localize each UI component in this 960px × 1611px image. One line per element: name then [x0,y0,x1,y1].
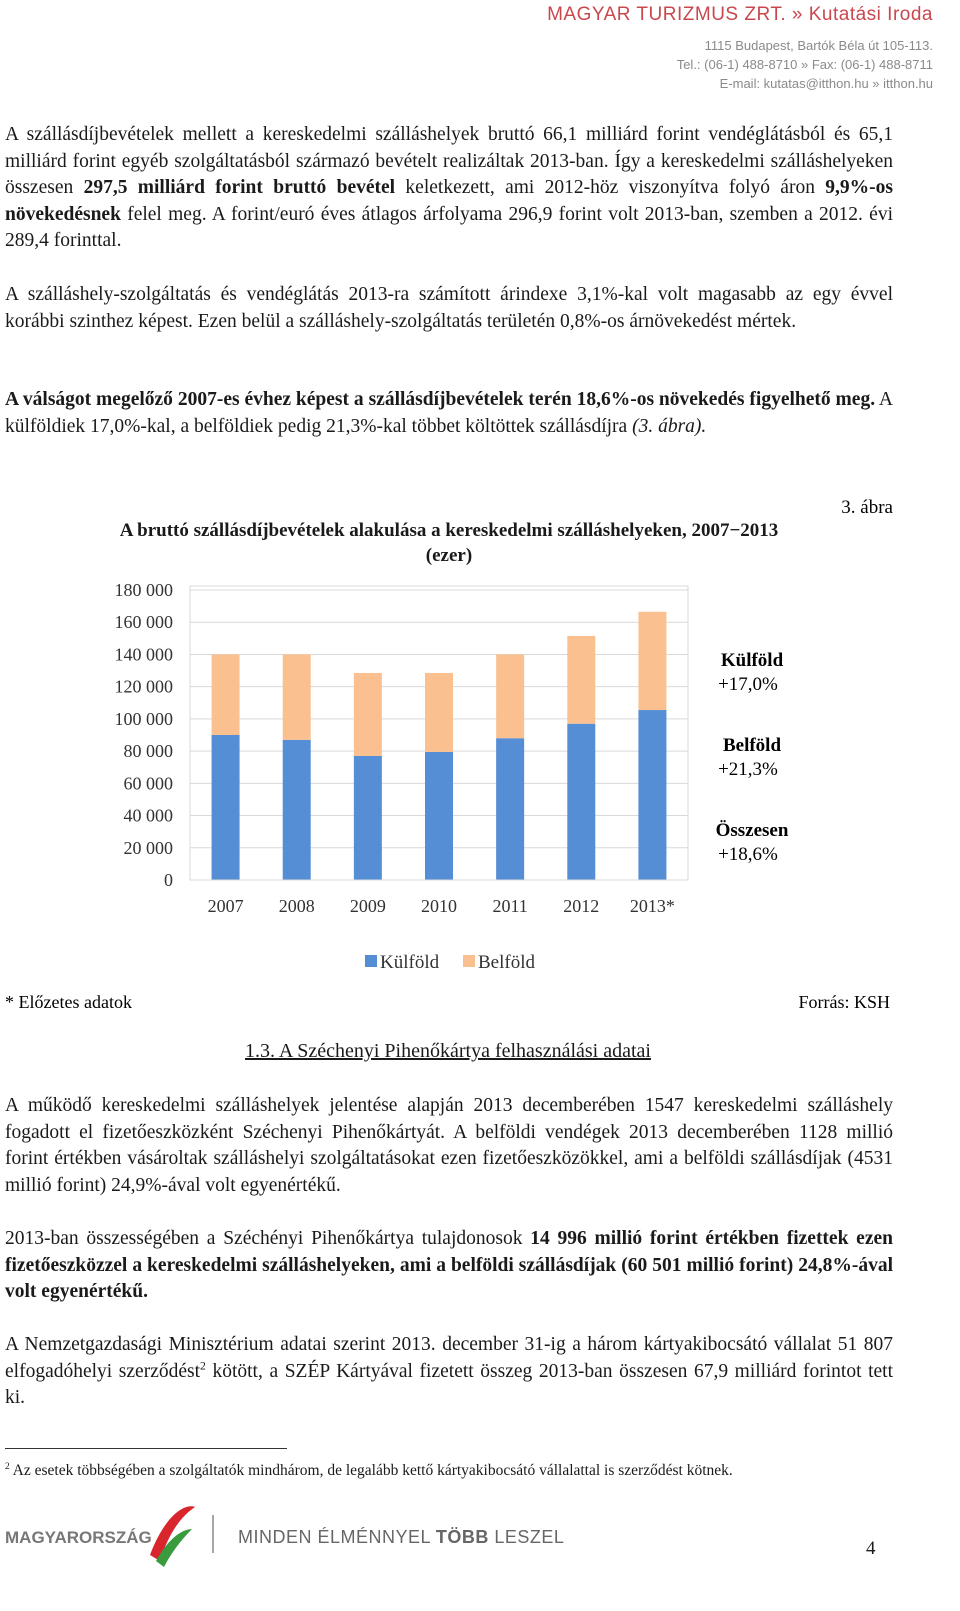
figure-label: 3. ábra [841,497,893,518]
text-run: 14 996 millió forint értékben fizettek e… [5,1228,893,1302]
section-heading: 1.3. A Széchenyi Pihenőkártya felhasznál… [245,1040,651,1062]
x-tick-label: 2009 [350,896,386,916]
text-run: felel meg. A forint/euró éves átlagos ár… [5,203,893,252]
annotation-label: Összesen [716,820,789,841]
text-run: A szálláshely-szolgáltatás és vendéglátá… [5,284,893,332]
legend-swatch [463,955,475,967]
y-tick-label: 0 [164,870,173,890]
chart-note: * Előzetes adatok [5,992,132,1012]
paragraph: A működő kereskedelmi szálláshelyek jele… [5,1093,893,1199]
x-tick-label: 2007 [208,896,244,916]
y-tick-label: 100 000 [115,709,174,729]
text-run: kötött, a SZÉP Kártyával fizetett összeg… [5,1360,893,1409]
annotation-label: Belföld [723,735,781,756]
chart-title: A bruttó szállásdíjbevételek alakulása a… [119,520,779,566]
bar-segment [282,739,311,880]
footer [150,1506,214,1567]
x-tick-label: 2011 [492,896,527,916]
text-run: 2013-ban összességében a Széchényi Pihen… [5,1228,531,1249]
footer-slogan: MINDEN ÉLMÉNNYEL TÖBB LESZEL [238,1527,564,1548]
header-title: MAGYAR TURIZMUS ZRT. » Kutatási Iroda [547,4,933,25]
x-tick-label: 2010 [421,896,457,916]
paragraph: A válságot megelőző 2007-es évhez képest… [5,387,893,440]
chart: 0 20 000 40 000 60 000 80 000 100 000 120 000 1… [5,497,894,1012]
text-run: A válságot megelőző 2007-es évhez képest… [5,389,876,410]
footnote: 2 Az esetek többségében a szolgáltatók m… [5,1462,905,1480]
bar-segment [567,723,596,880]
bar-segment [638,710,667,880]
x-tick-label: 2012 [563,896,599,916]
bar-segment [211,654,240,735]
footer-brand: MAGYARORSZÁG [5,1528,152,1547]
footnote-rule [5,1448,287,1449]
y-tick-label: 180 000 [115,580,174,600]
bar-segment [425,672,453,752]
annotation-change: +18,6% [718,844,778,865]
text-run: A működő kereskedelmi szálláshelyek jele… [5,1095,893,1196]
bar-segment [353,755,382,880]
text-run: LESZEL [488,1527,565,1547]
logo-swoosh [156,1529,192,1567]
text-run: 9,9%-os növekedésnek [5,177,894,225]
bar-segment [211,735,240,880]
text-run: MINDEN ÉLMÉNNYEL [238,1527,436,1547]
bar-segment [282,654,311,740]
text-run: A külföldiek 17,0%-kal, a belföldiek ped… [5,389,893,437]
annotation-label: Külföld [721,650,784,671]
text-run: A Nemzetgazdasági Minisztérium adatai sz… [5,1334,893,1382]
legend-swatch [365,955,377,967]
page-number: 4 [866,1538,876,1559]
text-run: (3. ábra). [632,415,707,437]
address-line: 1115 Budapest, Bartók Béla út 105-113. [704,38,933,53]
text-run: 2 [200,1359,206,1372]
paragraph: A szálláshely-szolgáltatás és vendéglátá… [5,282,893,335]
bar-segment [425,751,453,880]
annotation-change: +21,3% [718,759,778,780]
chart-source: Forrás: KSH [798,992,890,1012]
bar-segment [353,672,382,756]
x-tick-label: 2008 [279,896,315,916]
address-line: E-mail: kutatas@itthon.hu » itthon.hu [719,76,933,91]
header-address: 1115 Budapest, Bartók Béla út 105-113. T… [677,36,933,93]
annotation-change: +17,0% [718,674,778,695]
text-run: A szállásdíjbevételek mellett a keresked… [5,124,893,198]
y-tick-label: 160 000 [115,612,174,632]
bar-segment [638,611,667,711]
logo-swoosh [150,1506,195,1561]
bar-segment [496,654,525,739]
paragraph: A Nemzetgazdasági Minisztérium adatai sz… [5,1332,893,1412]
text-run: TÖBB [435,1527,489,1547]
text-run: 297,5 milliárd forint bruttó bevétel [83,177,396,198]
x-tick-label: 2013* [630,896,675,916]
bar-segment [567,635,596,724]
address-line: Tel.: (06-1) 488-8710 » Fax: (06-1) 488-… [676,57,933,72]
legend-label: Külföld [380,952,440,973]
y-tick-label: 60 000 [124,773,174,793]
paragraph: 2013-ban összességében a Széchényi Pihen… [5,1226,893,1306]
text-run: Az esetek többségében a szolgáltatók min… [9,1462,733,1479]
y-tick-label: 40 000 [124,806,174,826]
text-run: 2 [5,1461,10,1472]
bar-segment [496,738,525,880]
y-tick-label: 120 000 [115,677,174,697]
y-tick-label: 140 000 [115,644,174,664]
legend-label: Belföld [478,952,535,973]
text-run: keletkezett, ami 2012-höz viszonyítva fo… [395,177,826,198]
y-tick-label: 80 000 [124,741,174,761]
paragraph: A szállásdíjbevételek mellett a keresked… [5,122,893,255]
y-tick-label: 20 000 [124,838,174,858]
